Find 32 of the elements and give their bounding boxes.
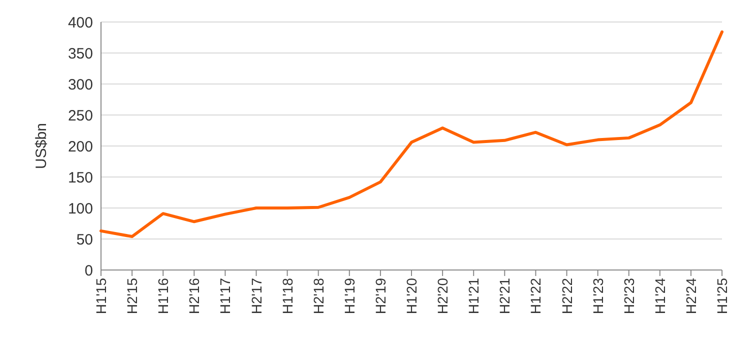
y-tick-label: 100 bbox=[68, 200, 93, 218]
x-tick-label: H1'20 bbox=[404, 278, 420, 314]
x-tick-label: H2'16 bbox=[186, 278, 202, 314]
y-tick-label: 350 bbox=[68, 45, 93, 62]
x-tick-label: H2'24 bbox=[682, 278, 699, 314]
x-tick-label: H1'21 bbox=[466, 278, 482, 314]
y-tick-label: 400 bbox=[68, 14, 93, 32]
x-tick-label: H1'16 bbox=[155, 278, 172, 314]
x-tick-label: H2'17 bbox=[248, 278, 264, 314]
line-series bbox=[100, 30, 724, 238]
x-tick-label: H1'25 bbox=[714, 278, 730, 314]
y-tick-label: 250 bbox=[68, 107, 93, 124]
x-tick-label: H2'18 bbox=[310, 278, 326, 314]
x-tick-label: H2'21 bbox=[496, 278, 513, 314]
x-tick-label: H1'15 bbox=[93, 278, 109, 314]
y-tick-label: 0 bbox=[84, 262, 93, 280]
x-tick-label: H1'17 bbox=[217, 278, 234, 314]
x-tick-label: H2'19 bbox=[372, 278, 388, 314]
x-tick-label: H1'19 bbox=[341, 278, 358, 314]
x-tick-label: H1'23 bbox=[590, 278, 606, 314]
x-tick-label: H2'23 bbox=[620, 278, 637, 314]
x-tick-label: H1'24 bbox=[652, 278, 668, 314]
x-tick-label: H1'22 bbox=[528, 278, 544, 314]
x-tick-label: H2'15 bbox=[124, 278, 140, 314]
x-tick-label: H2'22 bbox=[558, 278, 575, 314]
x-tick-label: H1'18 bbox=[279, 278, 296, 314]
y-tick-label: 50 bbox=[76, 231, 93, 248]
y-axis-title: US$bn bbox=[33, 123, 50, 169]
y-tick-label: 300 bbox=[68, 76, 93, 94]
x-tick-label: H2'20 bbox=[434, 278, 451, 314]
y-tick-label: 150 bbox=[68, 169, 93, 186]
y-tick-label: 200 bbox=[68, 138, 93, 156]
